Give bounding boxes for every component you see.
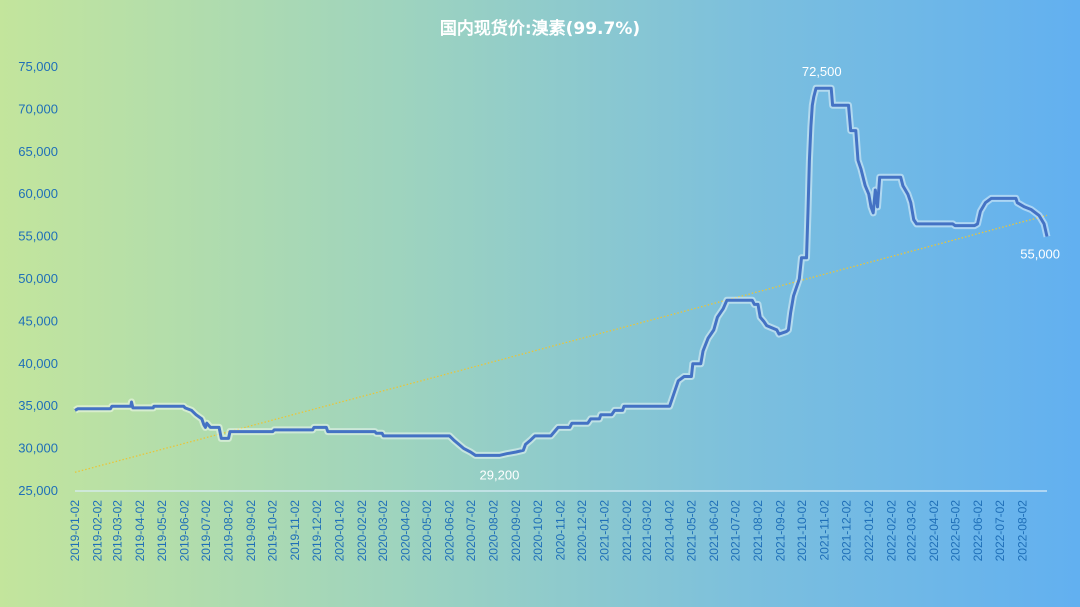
x-tick-label: 2019-02-02 <box>90 500 104 562</box>
data-label: 55,000 <box>1020 247 1060 262</box>
x-tick-label: 2021-02-02 <box>620 500 634 562</box>
y-tick-label: 30,000 <box>18 441 58 456</box>
data-label: 72,500 <box>802 64 842 79</box>
x-tick-label: 2022-05-02 <box>949 500 963 562</box>
y-tick-label: 55,000 <box>18 229 58 244</box>
x-tick-label: 2021-08-02 <box>751 500 765 562</box>
y-tick-label: 40,000 <box>18 356 58 371</box>
y-tick-label: 35,000 <box>18 398 58 413</box>
y-tick-label: 70,000 <box>18 101 58 116</box>
y-axis: 25,000 30,000 35,000 40,000 45,000 50,000 55,0… <box>18 59 58 498</box>
x-tick-label: 2021-05-02 <box>684 500 698 562</box>
x-tick-label: 2022-04-02 <box>927 500 941 562</box>
x-tick-label: 2021-11-02 <box>818 500 832 561</box>
x-tick-label: 2019-08-02 <box>222 500 236 562</box>
x-tick-label: 2019-01-02 <box>68 500 82 562</box>
y-tick-label: 50,000 <box>18 271 58 286</box>
x-tick-label: 2019-09-02 <box>244 500 258 562</box>
x-tick-label: 2022-03-02 <box>905 500 919 562</box>
y-tick-label: 65,000 <box>18 144 58 159</box>
x-tick-label: 2019-05-02 <box>155 500 169 562</box>
x-tick-label: 2021-06-02 <box>707 500 721 562</box>
x-tick-label: 2020-04-02 <box>398 500 412 562</box>
trend-line <box>74 214 1048 473</box>
y-tick-label: 60,000 <box>18 186 58 201</box>
series-line-0 <box>74 86 1049 457</box>
x-tick-label: 2021-03-02 <box>640 500 654 562</box>
x-tick-label: 2019-04-02 <box>133 500 147 562</box>
x-tick-label: 2022-01-02 <box>862 500 876 562</box>
x-tick-label: 2020-06-02 <box>442 500 456 562</box>
x-tick-label: 2020-11-02 <box>553 500 567 561</box>
x-tick-label: 2021-10-02 <box>795 500 809 562</box>
x-axis: 2019-01-02 2019-02-02 2019-03-02 2019-04-02… <box>68 500 1029 562</box>
x-tick-label: 2019-12-02 <box>310 500 324 562</box>
x-tick-label: 2021-04-02 <box>663 500 677 562</box>
x-tick-label: 2020-07-02 <box>464 500 478 562</box>
x-tick-label: 2022-08-02 <box>1015 500 1029 562</box>
x-tick-label: 2019-10-02 <box>266 500 280 562</box>
x-tick-label: 2020-02-02 <box>355 500 369 562</box>
x-tick-label: 2021-01-02 <box>597 500 611 562</box>
x-tick-label: 2019-11-02 <box>288 500 302 561</box>
x-tick-label: 2022-02-02 <box>884 500 898 562</box>
x-tick-label: 2019-03-02 <box>111 500 125 562</box>
x-tick-label: 2019-07-02 <box>199 500 213 562</box>
y-tick-label: 45,000 <box>18 313 58 328</box>
y-tick-label: 75,000 <box>18 59 58 74</box>
series-line-glow <box>73 84 1051 459</box>
x-tick-label: 2020-09-02 <box>509 500 523 562</box>
x-tick-label: 2021-09-02 <box>773 500 787 562</box>
x-tick-label: 2020-01-02 <box>332 500 346 562</box>
y-tick-label: 25,000 <box>18 483 58 498</box>
data-label: 29,200 <box>480 467 520 482</box>
x-tick-label: 2022-06-02 <box>971 500 985 562</box>
x-tick-label: 2021-12-02 <box>839 500 853 562</box>
chart-title: 国内现货价:溴素(99.7%) <box>440 18 640 39</box>
x-tick-label: 2020-12-02 <box>575 500 589 562</box>
data-labels: 29,200 72,500 55,000 <box>480 64 1060 482</box>
x-tick-label: 2022-07-02 <box>993 500 1007 562</box>
x-tick-label: 2020-10-02 <box>531 500 545 562</box>
x-tick-label: 2021-07-02 <box>729 500 743 562</box>
x-tick-label: 2020-05-02 <box>420 500 434 562</box>
x-tick-label: 2019-06-02 <box>177 500 191 562</box>
plot-area <box>73 84 1051 473</box>
x-tick-label: 2020-03-02 <box>376 500 390 562</box>
x-tick-label: 2020-08-02 <box>487 500 501 562</box>
